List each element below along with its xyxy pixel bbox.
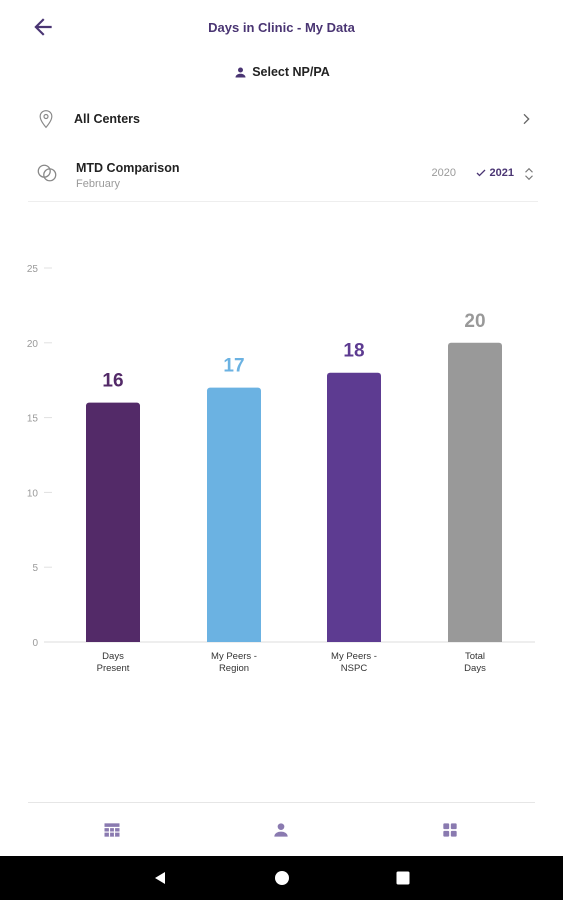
selected-year-label: 2021 <box>489 167 514 179</box>
centers-selector[interactable]: All Centers <box>28 100 538 140</box>
category-label: Days <box>102 651 124 662</box>
recents-square-icon[interactable] <box>395 870 411 886</box>
category-label: NSPC <box>341 663 368 674</box>
bar-base <box>207 638 261 642</box>
page-title: Days in Clinic - My Data <box>208 20 355 35</box>
bar-base <box>86 638 140 642</box>
checkmark-icon <box>476 169 485 177</box>
select-provider-label: Select NP/PA <box>252 65 330 79</box>
bar-value-label: 17 <box>223 356 244 377</box>
bar-base <box>448 638 502 642</box>
y-tick-label: 20 <box>27 339 39 350</box>
select-provider-button[interactable]: Select NP/PA <box>0 62 563 82</box>
bottom-navigation <box>28 802 535 856</box>
year-option-2020[interactable]: 2020 <box>431 167 456 179</box>
up-down-chevron-icon[interactable] <box>522 164 536 184</box>
person-icon[interactable] <box>271 820 291 840</box>
y-tick-label: 25 <box>27 264 39 275</box>
y-tick-label: 5 <box>32 563 38 574</box>
bar <box>327 372 381 642</box>
bar <box>86 402 140 642</box>
back-arrow-icon[interactable] <box>30 14 56 40</box>
chevron-right-icon <box>523 113 530 125</box>
category-label: Present <box>97 663 130 674</box>
bar <box>207 387 261 642</box>
y-tick-label: 0 <box>32 638 38 649</box>
comparison-title: MTD Comparison <box>76 161 180 175</box>
overlap-circles-icon <box>37 164 57 182</box>
y-tick-label: 15 <box>27 414 39 425</box>
location-pin-icon <box>39 110 53 129</box>
year-option-2021[interactable]: 2021 <box>475 167 514 179</box>
days-in-clinic-chart: 0 5 10 15 20 25 16 Days Present 17 My Peers - Regio… <box>0 210 563 690</box>
bar-value-label: 16 <box>102 371 123 392</box>
person-icon <box>235 67 246 77</box>
category-label: Days <box>464 663 486 674</box>
centers-label: All Centers <box>74 112 140 126</box>
app-header: Days in Clinic - My Data <box>0 0 563 56</box>
home-circle-icon[interactable] <box>274 870 290 886</box>
back-triangle-icon[interactable] <box>152 870 168 886</box>
comparison-month: February <box>76 178 121 190</box>
bar-base <box>327 638 381 642</box>
category-label: My Peers - <box>211 651 257 662</box>
grid-icon[interactable] <box>440 820 460 840</box>
comparison-row: MTD Comparison February 2020 2021 <box>28 152 538 202</box>
bar <box>448 342 502 642</box>
category-label: My Peers - <box>331 651 377 662</box>
bar-value-label: 20 <box>464 311 485 332</box>
y-tick-label: 10 <box>27 488 39 499</box>
table-icon[interactable] <box>102 820 122 840</box>
category-label: Total <box>465 651 485 662</box>
bar-value-label: 18 <box>343 341 364 362</box>
system-navigation-bar <box>0 856 563 900</box>
category-label: Region <box>219 663 249 674</box>
